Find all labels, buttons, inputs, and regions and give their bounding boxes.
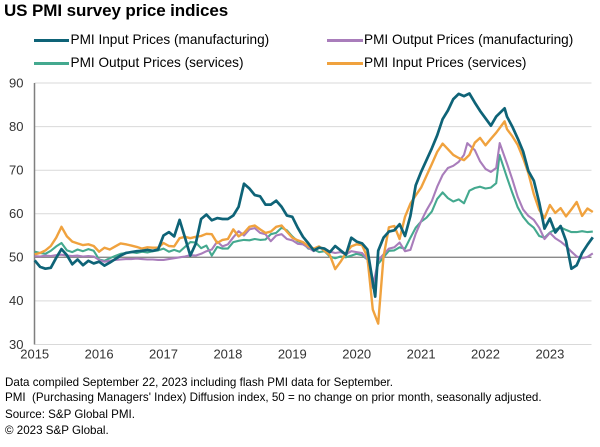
svg-text:2020: 2020 — [342, 347, 371, 362]
svg-text:40: 40 — [9, 293, 23, 308]
svg-text:60: 60 — [9, 206, 23, 221]
svg-text:90: 90 — [9, 75, 23, 90]
svg-text:70: 70 — [9, 163, 23, 178]
svg-text:50: 50 — [9, 250, 23, 265]
svg-text:2016: 2016 — [85, 347, 114, 362]
svg-text:2018: 2018 — [213, 347, 242, 362]
svg-text:2022: 2022 — [471, 347, 500, 362]
svg-text:2017: 2017 — [149, 347, 178, 362]
svg-text:2019: 2019 — [278, 347, 307, 362]
svg-text:2021: 2021 — [407, 347, 436, 362]
svg-text:80: 80 — [9, 119, 23, 134]
svg-text:30: 30 — [9, 337, 23, 352]
svg-text:2023: 2023 — [535, 347, 564, 362]
svg-text:2015: 2015 — [20, 347, 49, 362]
